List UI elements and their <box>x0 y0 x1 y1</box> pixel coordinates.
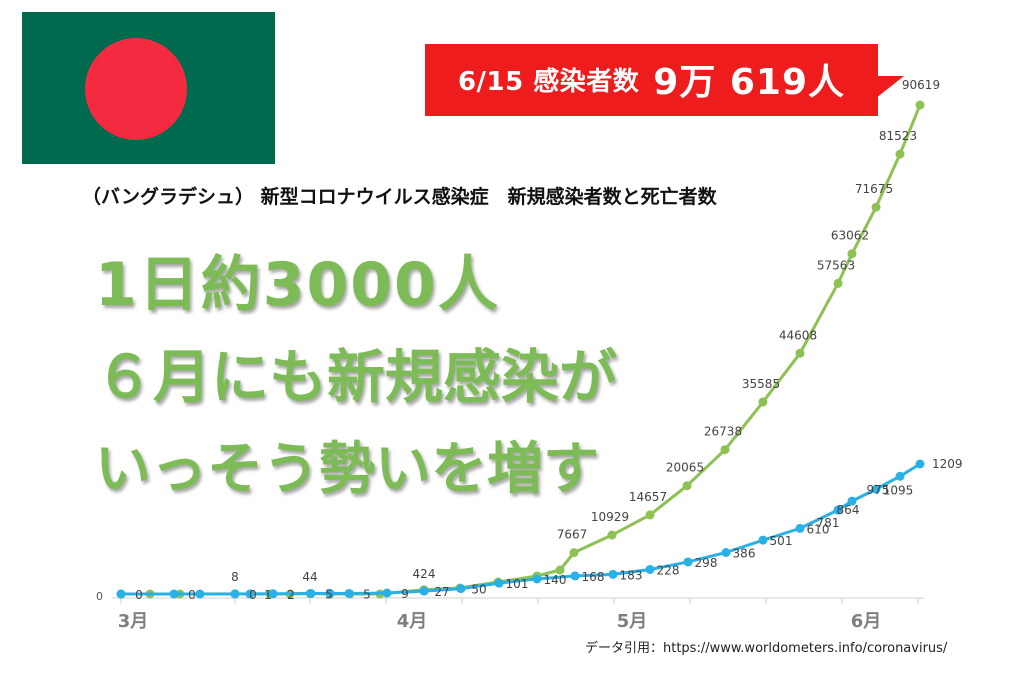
flag-red-disc <box>85 38 187 140</box>
data-point <box>245 589 255 599</box>
data-label: 386 <box>733 546 756 560</box>
data-label: 228 <box>657 563 680 577</box>
data-label: 7667 <box>557 528 588 542</box>
data-point <box>682 481 692 491</box>
headline-line-1: 1日約3000人 <box>95 250 500 320</box>
data-point <box>683 557 693 567</box>
callout-prefix: 6/15 感染者数 <box>457 66 640 97</box>
data-point <box>570 571 580 581</box>
data-label: 1 <box>264 588 272 602</box>
data-point <box>895 471 905 481</box>
data-label: 610 <box>807 522 830 536</box>
data-point <box>795 523 805 533</box>
data-label: 5 <box>325 587 333 601</box>
data-point <box>847 249 857 259</box>
x-tick-label: 5月 <box>617 611 648 632</box>
data-label: 9 <box>401 587 409 601</box>
data-label: 0 <box>188 588 196 602</box>
data-point <box>230 589 240 599</box>
data-label: 81523 <box>879 129 917 143</box>
data-label: 0 <box>135 588 143 602</box>
data-point <box>306 588 316 598</box>
zero-label: 0 <box>96 590 103 603</box>
data-point <box>268 589 278 599</box>
data-label: 50 <box>471 583 486 597</box>
data-point <box>419 586 429 596</box>
data-label: 501 <box>770 534 793 548</box>
data-point <box>720 445 730 455</box>
data-point <box>833 505 843 515</box>
data-label: 2 <box>287 588 295 602</box>
data-point <box>532 574 542 584</box>
x-tick-label: 4月 <box>397 611 428 632</box>
data-point <box>847 496 857 506</box>
data-label: 35585 <box>742 377 780 391</box>
data-point <box>494 578 504 588</box>
data-label: 26738 <box>704 425 742 439</box>
data-point <box>895 149 905 159</box>
data-label: 5 <box>363 587 371 601</box>
data-point <box>456 584 466 594</box>
data-point <box>169 589 179 599</box>
data-point <box>871 202 881 212</box>
data-point <box>569 548 579 558</box>
data-label: 20065 <box>666 461 704 475</box>
data-label: 57563 <box>817 258 855 272</box>
data-label: 14657 <box>629 490 667 504</box>
data-point <box>795 348 805 358</box>
x-tick-label: 6月 <box>851 611 882 632</box>
callout-count: 9万 619人 <box>653 62 846 103</box>
data-point <box>325 588 335 598</box>
data-point <box>645 564 655 574</box>
data-label: 8 <box>231 570 239 584</box>
data-point <box>195 589 205 599</box>
headline-line-2: ６月にも新規感染が <box>95 343 618 411</box>
data-point <box>344 588 354 598</box>
data-point <box>758 535 768 545</box>
data-point <box>555 565 565 575</box>
data-label: 101 <box>506 577 529 591</box>
data-point <box>721 547 731 557</box>
headline-line-3: いっそう勢いを増す <box>95 437 599 502</box>
data-label: 168 <box>582 570 605 584</box>
data-point <box>607 530 617 540</box>
data-label: 424 <box>413 567 436 581</box>
data-source: データ引用：https://www.worldometers.info/coro… <box>585 641 948 656</box>
data-point <box>608 569 618 579</box>
data-label: 44608 <box>779 328 817 342</box>
data-point <box>382 588 392 598</box>
data-point <box>833 278 843 288</box>
data-label: 27 <box>434 585 449 599</box>
data-label: 781 <box>817 516 840 530</box>
bangladesh-flag <box>22 12 275 164</box>
data-point <box>116 589 126 599</box>
x-tick-label: 3月 <box>118 611 149 632</box>
callout-banner: 6/15 感染者数 9万 619人 <box>425 44 878 116</box>
data-point <box>645 510 655 520</box>
data-label: 44 <box>302 570 317 584</box>
data-label: 71675 <box>855 182 893 196</box>
data-label: 183 <box>620 568 643 582</box>
data-label: 10929 <box>591 510 629 524</box>
data-label: 0 <box>249 588 257 602</box>
data-label: 90619 <box>902 78 940 92</box>
data-label: 140 <box>544 573 567 587</box>
data-label: 63062 <box>831 229 869 243</box>
data-label: 975 <box>867 483 890 497</box>
chart-subtitle: （バングラデシュ） 新型コロナウイルス感染症 新規感染者数と死亡者数 <box>82 186 717 208</box>
data-point <box>871 484 881 494</box>
data-label: 864 <box>837 503 860 517</box>
callout-pointer <box>866 76 904 106</box>
data-point <box>915 100 925 110</box>
data-label: 1095 <box>883 483 914 497</box>
data-label: 298 <box>695 556 718 570</box>
data-label: 1209 <box>932 457 963 471</box>
data-point <box>915 459 925 469</box>
data-point <box>758 397 768 407</box>
